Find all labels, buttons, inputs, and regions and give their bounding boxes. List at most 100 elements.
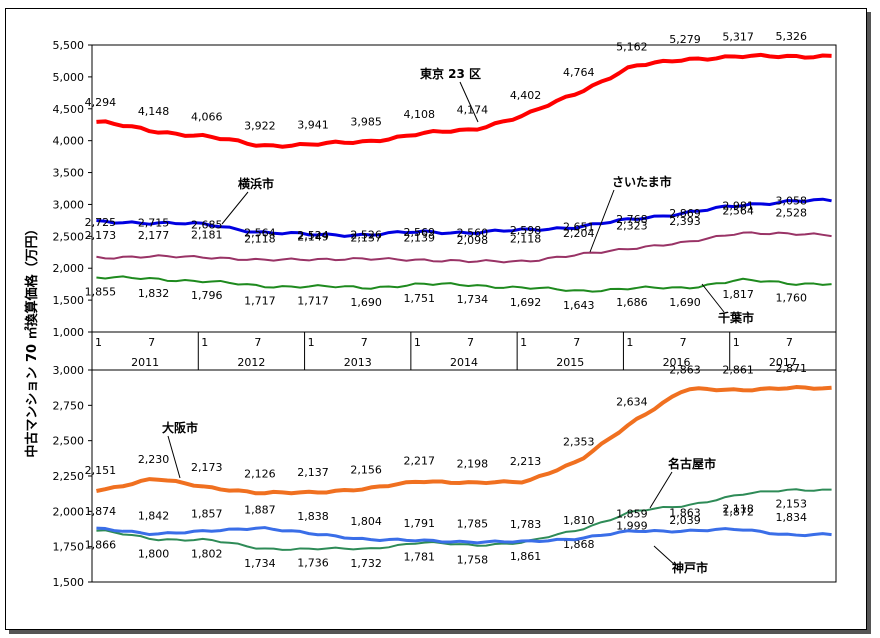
data-label: 2,181 [191,229,223,242]
y-tick-label: 1,000 [53,326,85,339]
data-label: 1,861 [510,550,542,563]
y-tick-label: 3,500 [53,167,85,180]
leader-line [167,435,181,479]
data-label: 2,560 [457,227,489,240]
data-label: 1,791 [404,517,436,530]
y-tick-label: 4,500 [53,103,85,116]
data-label: 4,402 [510,89,542,102]
data-label: 2,137 [297,466,329,479]
month-tick-label: 7 [467,336,474,349]
data-label: 1,838 [297,510,329,523]
series-line [96,488,832,551]
data-label: 1,872 [722,505,754,518]
year-label: 2017 [769,356,797,369]
data-label: 1,717 [297,294,329,307]
data-label: 1,874 [85,505,117,518]
data-label: 2,353 [563,435,595,448]
y-axis-label: 中古マンション 70 ㎡換算価格（万円） [24,222,40,457]
series-name: 東京 23 区 [420,66,481,81]
month-tick-label: 1 [95,336,102,349]
data-label: 2,526 [350,229,382,242]
data-label: 2,177 [138,229,170,242]
month-tick-label: 1 [201,336,208,349]
data-label: 5,162 [616,41,648,54]
month-tick-label: 1 [308,336,315,349]
data-label: 2,981 [722,200,754,213]
data-label: 5,326 [776,30,808,43]
data-label: 1,999 [616,519,648,532]
data-label: 1,781 [404,550,436,563]
data-label: 2,098 [457,234,489,247]
data-label: 3,941 [297,118,329,131]
y-tick-label: 2,000 [53,505,85,518]
data-label: 4,764 [563,66,595,79]
data-label: 1,855 [85,285,117,298]
chart-frame [5,8,867,630]
y-tick-label: 2,500 [53,230,85,243]
month-tick-label: 7 [680,336,687,349]
data-label: 2,869 [669,207,701,220]
axis-band-frame [91,331,837,371]
data-label: 2,118 [244,233,276,246]
year-label: 2013 [344,356,372,369]
data-label: 4,148 [138,105,170,118]
month-tick-label: 7 [148,336,155,349]
y-tick-label: 1,500 [53,294,85,307]
month-tick-label: 1 [733,336,740,349]
data-label: 2,715 [138,217,170,230]
data-label: 4,066 [191,110,223,123]
leader-line [459,81,479,123]
data-label: 1,832 [138,287,170,300]
data-label: 1,804 [350,515,382,528]
data-label: 2,137 [350,231,382,244]
data-label: 1,690 [350,296,382,309]
month-tick-label: 1 [626,336,633,349]
data-label: 2,871 [776,362,808,375]
data-label: 2,126 [244,468,276,481]
month-tick-label: 1 [414,336,421,349]
year-label: 2014 [450,356,478,369]
data-label: 2,393 [669,215,701,228]
data-label: 2,528 [776,207,808,220]
leader-line [649,471,673,509]
year-label: 2012 [237,356,265,369]
year-label: 2016 [663,356,691,369]
year-label: 2011 [131,356,159,369]
data-label: 5,279 [669,33,701,46]
data-label: 2,204 [563,227,595,240]
data-label: 2,039 [669,514,701,527]
y-tick-label: 5,000 [53,71,85,84]
data-label: 2,230 [138,453,170,466]
data-label: 1,734 [457,293,489,306]
month-tick-label: 7 [573,336,580,349]
data-label: 2,598 [510,224,542,237]
data-label: 1,887 [244,503,276,516]
series-line [96,526,832,545]
data-label: 4,108 [404,108,436,121]
series-name: 名古屋市 [668,456,716,471]
y-tick-label: 3,000 [53,364,85,377]
series-name: さいたま市 [612,174,672,189]
data-label: 1,758 [457,554,489,567]
data-label: 2,768 [616,213,648,226]
lower-panel: 1,500 1,750 2,000 2,250 2,500 2,750 3,000 2,151… [53,362,837,589]
leader-line [653,545,677,567]
month-tick-label: 1 [520,336,527,349]
data-label: 1,760 [776,292,808,305]
data-label: 2,651 [563,221,595,234]
y-tick-label: 5,500 [53,39,85,52]
data-label: 1,810 [563,514,595,527]
y-tick-label: 2,750 [53,399,85,412]
series-line [96,197,832,238]
upper-panel: 1,000 1,500 2,000 2,500 3,000 3,500 4,000 4,500… [53,30,837,339]
leader-line [221,191,249,225]
data-label: 2,863 [669,363,701,376]
data-label: 3,922 [244,120,276,133]
data-label: 2,198 [457,457,489,470]
data-label: 1,717 [244,294,276,307]
data-label: 2,151 [85,464,117,477]
series-name: 横浜市 [238,176,274,191]
month-tick-label: 7 [254,336,261,349]
y-tick-label: 4,000 [53,135,85,148]
data-label: 1,692 [510,296,542,309]
